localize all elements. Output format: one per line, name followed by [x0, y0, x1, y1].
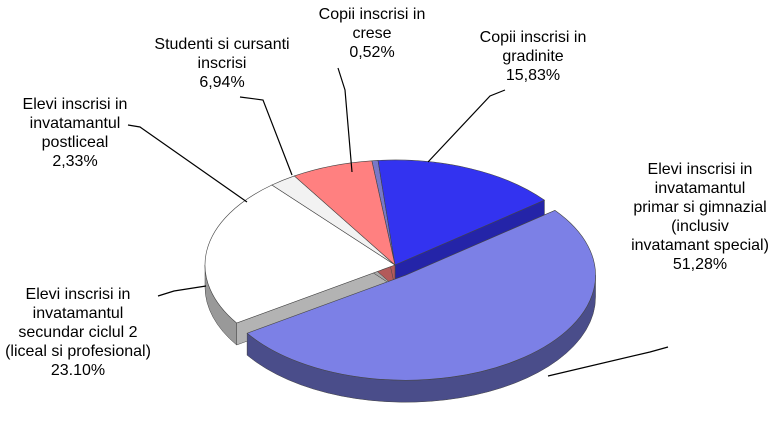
slice-label: Copii inscrisi in crese 0,52% — [302, 5, 442, 62]
slice-label: Elevi inscrisi in invatamantul postlicea… — [5, 95, 145, 171]
slice-label: Elevi inscrisi in invatamantul secundar … — [3, 285, 153, 380]
slice-value: 51,28% — [672, 256, 728, 273]
slice-value: 0,52% — [349, 44, 395, 61]
slice-label: Studenti si cursanti inscrisi 6,94% — [152, 35, 292, 92]
slice-label: Elevi inscrisi in invatamantul primar si… — [630, 160, 770, 274]
slice-value: 2,33% — [52, 153, 98, 170]
slice-value: 15,83% — [505, 67, 561, 84]
slice-name: Elevi inscrisi in invatamantul secundar … — [5, 286, 151, 360]
slice-value: 23.10% — [50, 362, 106, 379]
slice-value: 6,94% — [199, 74, 245, 91]
slice — [204, 184, 396, 324]
slice-name: Studenti si cursanti inscrisi — [154, 36, 290, 72]
slice-label: Copii inscrisi in gradinite 15,83% — [463, 28, 603, 85]
leader-line — [337, 67, 353, 173]
leader-line — [547, 346, 669, 377]
slice-name: Elevi inscrisi in invatamantul postlicea… — [22, 96, 128, 151]
slice — [246, 210, 596, 381]
leader-line — [239, 96, 293, 176]
slice-name: Copii inscrisi in gradinite — [479, 29, 587, 65]
slice — [377, 159, 546, 266]
slice-name: Elevi inscrisi in invatamantul primar si… — [631, 161, 769, 254]
leader-line — [157, 285, 207, 297]
leader-line — [127, 124, 248, 203]
leader-line — [427, 89, 506, 163]
slice — [293, 160, 396, 266]
slice-name: Copii inscrisi in crese — [318, 6, 426, 42]
